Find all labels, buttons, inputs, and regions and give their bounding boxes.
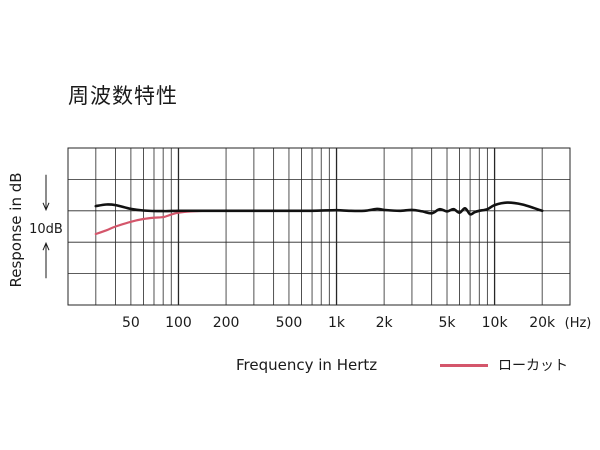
scale-arrowhead-lower bbox=[42, 241, 50, 251]
x-tick-label: 20k bbox=[529, 315, 556, 331]
x-unit-label: (Hz) bbox=[565, 316, 592, 331]
scale-arrowhead-upper bbox=[42, 202, 50, 212]
x-tick-label: 5k bbox=[439, 315, 457, 331]
legend-label-lowcut: ローカット bbox=[498, 358, 568, 374]
chart-title: 周波数特性 bbox=[68, 84, 178, 108]
legend-swatch-lowcut bbox=[440, 363, 488, 367]
x-tick-label: 10k bbox=[482, 315, 509, 331]
series-line-flat bbox=[94, 201, 544, 216]
scale-marker-label: 10dB bbox=[29, 222, 63, 237]
y-axis-label: Response in dB bbox=[7, 172, 25, 287]
x-axis-label: Frequency in Hertz bbox=[236, 356, 378, 374]
x-tick-label: 1k bbox=[328, 315, 346, 331]
x-tick-label: 200 bbox=[213, 315, 240, 331]
legend: ローカット bbox=[440, 355, 568, 375]
x-axis-ticks: 50 100 200 500 1k 2k 5k 10k 20k (Hz) bbox=[122, 315, 591, 331]
x-tick-label: 500 bbox=[276, 315, 303, 331]
grid-lines bbox=[67, 147, 571, 306]
y-axis: Response in dB 10dB bbox=[7, 172, 63, 287]
plot-frame bbox=[67, 147, 571, 306]
x-tick-label: 50 bbox=[122, 315, 140, 331]
x-tick-label: 100 bbox=[165, 315, 192, 331]
x-tick-label: 2k bbox=[376, 315, 394, 331]
